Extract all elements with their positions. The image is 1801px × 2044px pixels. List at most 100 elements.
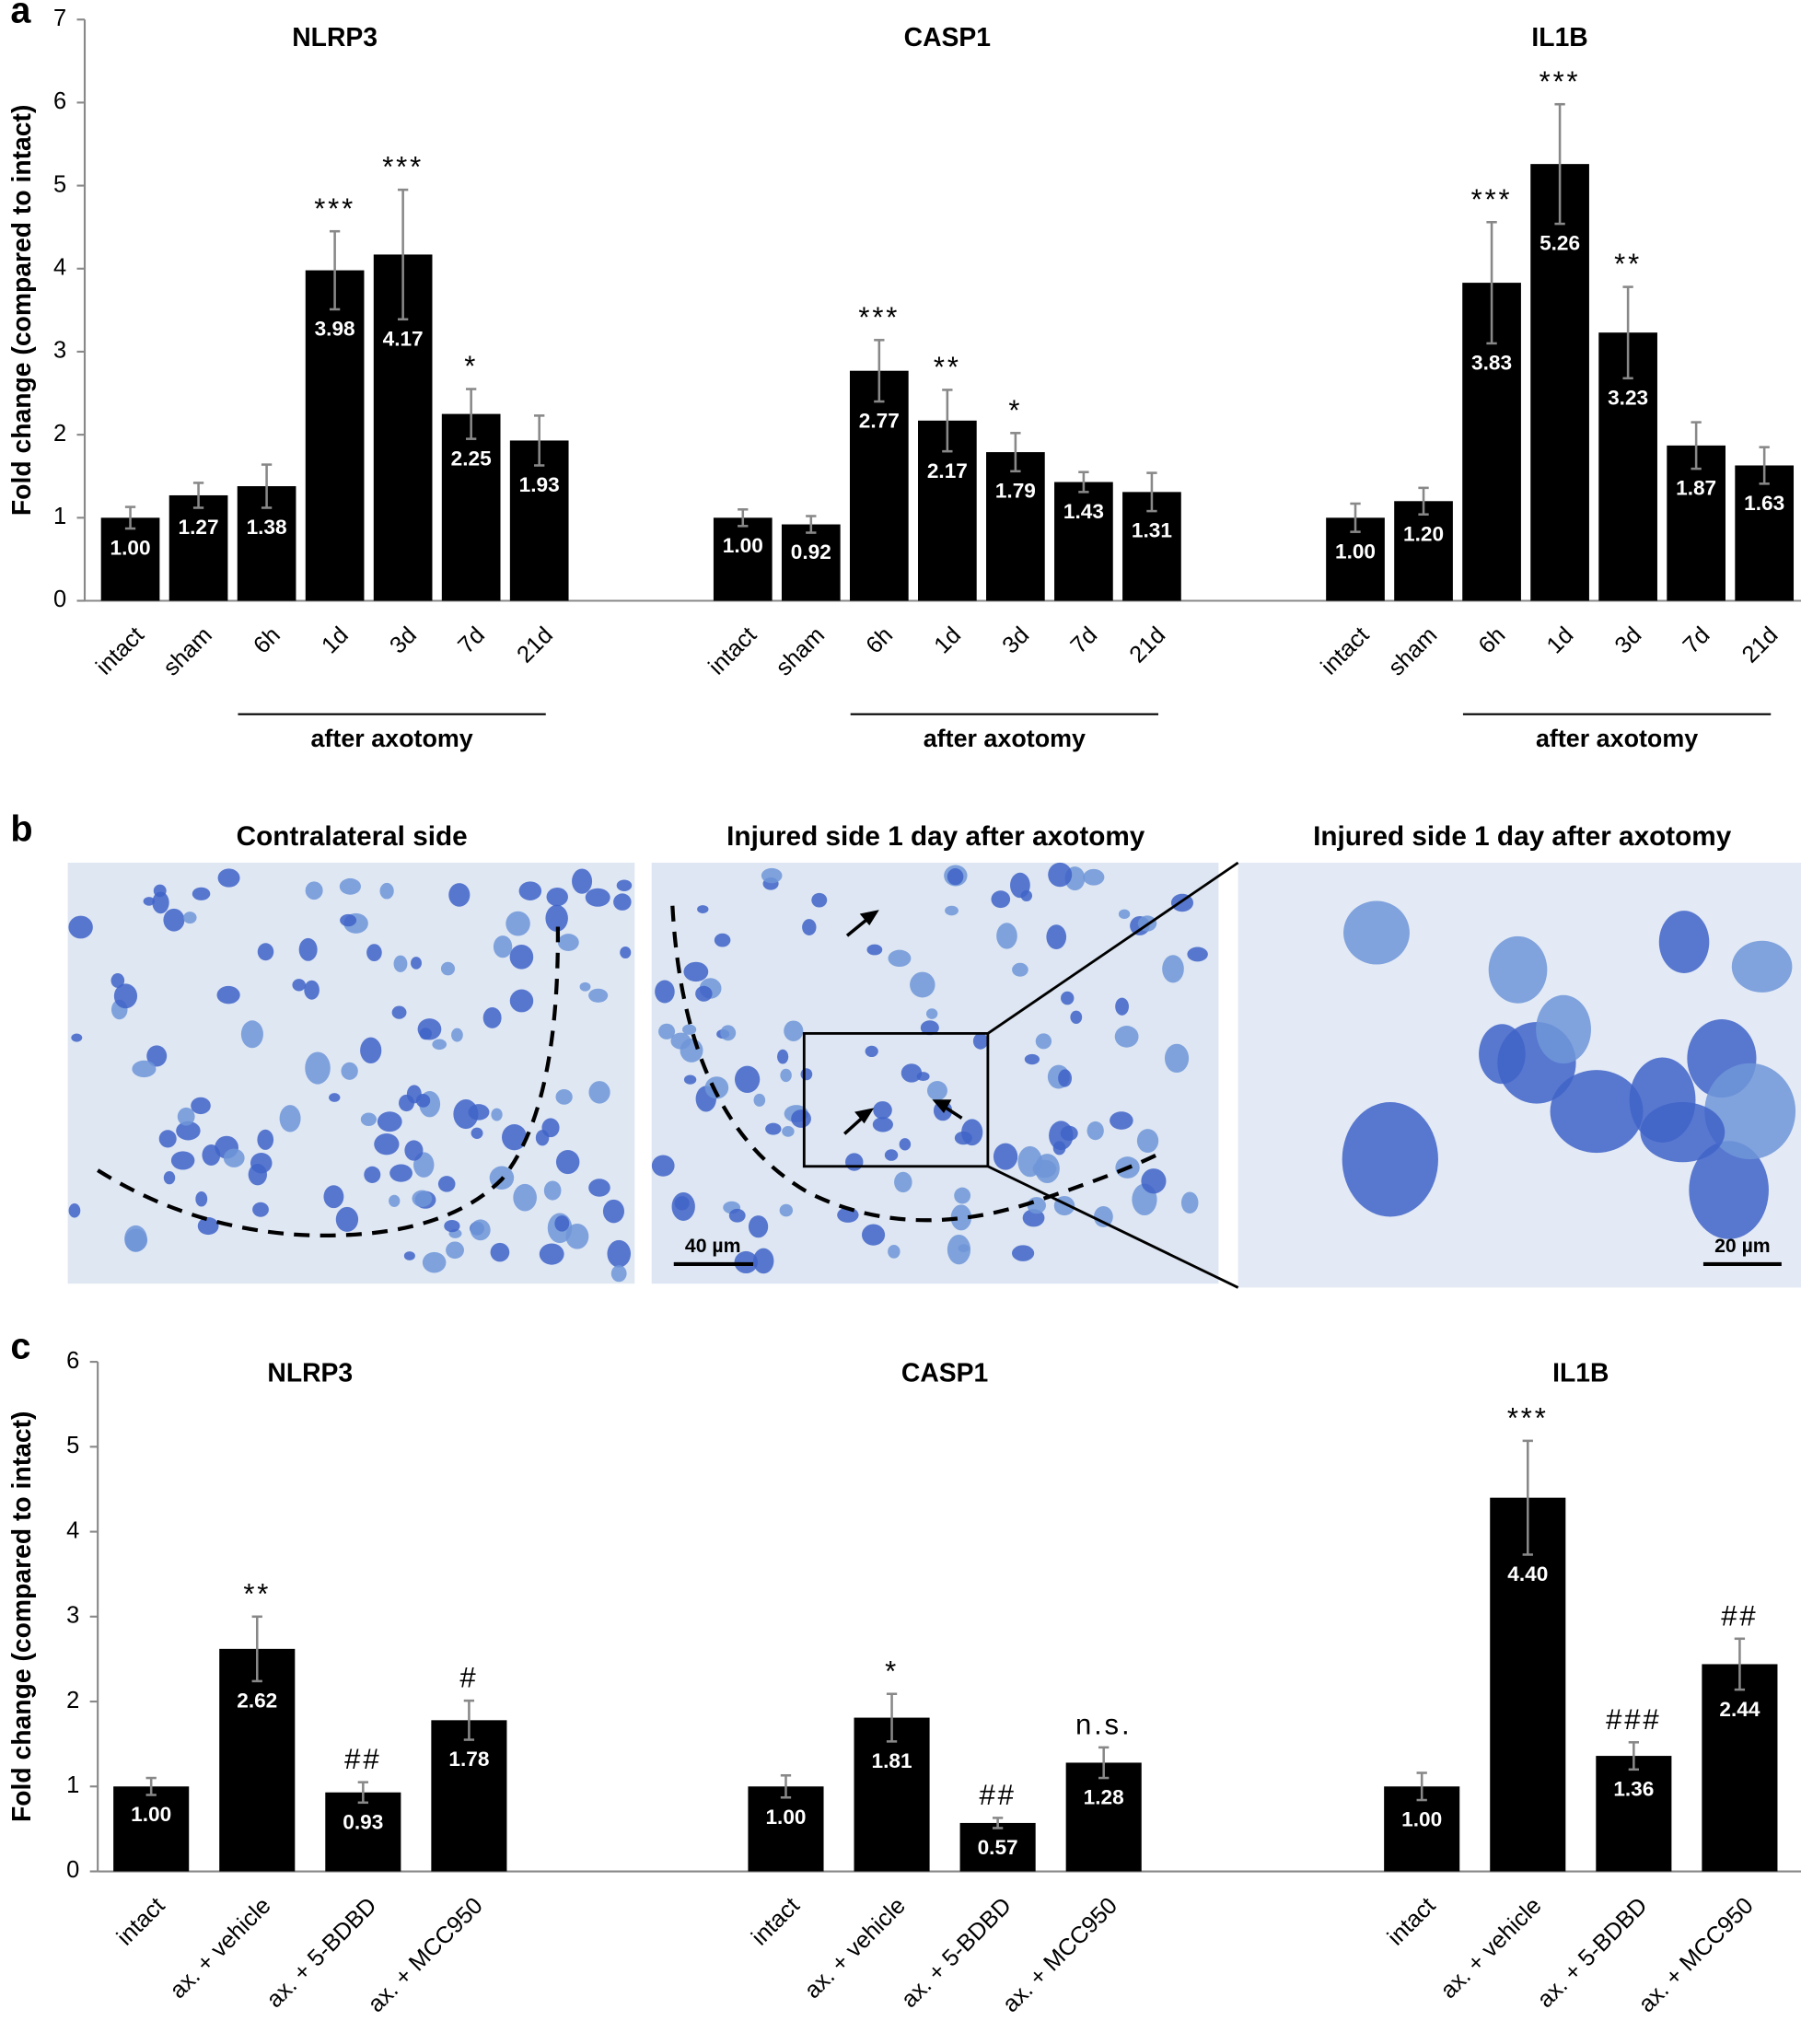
x-tick-label: ax. + MCC950 [1633, 1893, 1758, 2017]
image-title: Contralateral side [237, 821, 468, 852]
value-label: 2.25 [451, 447, 492, 470]
cell [761, 867, 783, 884]
x-tick-label: ax. + MCC950 [998, 1893, 1122, 2017]
cell [146, 1045, 168, 1067]
cell [950, 1204, 972, 1231]
value-label: 1.00 [110, 537, 151, 560]
cell [651, 1155, 675, 1177]
bar [1702, 1664, 1778, 1872]
cell [1093, 1206, 1113, 1227]
cell [1180, 1191, 1199, 1214]
y-tick-label: 2 [66, 1688, 79, 1713]
cell [782, 1126, 795, 1137]
significance: ## [344, 1743, 381, 1775]
cell [250, 1153, 273, 1174]
cell [695, 985, 713, 1002]
cell [728, 1208, 746, 1223]
cell [1162, 955, 1184, 983]
cell [415, 1093, 431, 1108]
cell [972, 1032, 989, 1050]
cell [1110, 1111, 1133, 1130]
cell [170, 1151, 195, 1170]
x-tick-label: intact [1316, 622, 1374, 680]
cell [132, 1060, 157, 1078]
cell [748, 1215, 769, 1238]
value-label: 1.00 [131, 1803, 171, 1826]
cell [784, 1020, 804, 1041]
cell [197, 1216, 219, 1236]
cell [340, 913, 357, 927]
cell [585, 888, 610, 907]
cell [1027, 1197, 1046, 1214]
cell [991, 890, 1011, 909]
cell [865, 1045, 878, 1058]
cell [68, 915, 93, 939]
x-tick-label: ax. + vehicle [165, 1893, 275, 2003]
value-label: 0.93 [343, 1810, 383, 1833]
error-bar [874, 339, 885, 403]
cell [216, 985, 240, 1005]
error-bar [992, 1817, 1004, 1829]
value-label: 0.57 [978, 1836, 1018, 1859]
significance: *** [858, 301, 900, 333]
cell [753, 1093, 766, 1107]
cell [158, 1130, 177, 1148]
bar [305, 270, 365, 601]
error-bar [1350, 502, 1361, 533]
cell [845, 1153, 864, 1171]
cell [1058, 1069, 1073, 1087]
cell [177, 1107, 195, 1126]
cell [888, 949, 912, 968]
x-tick-label: 21d [1737, 622, 1784, 668]
cell [900, 1063, 923, 1083]
cell [490, 1242, 510, 1262]
bracket-label: after axotomy [1536, 725, 1698, 752]
cell [866, 944, 883, 956]
cell [513, 1183, 537, 1212]
error-bar [261, 463, 273, 509]
cell [546, 888, 568, 907]
cell [393, 955, 408, 973]
value-label: 1.00 [1401, 1808, 1442, 1831]
cell [1187, 947, 1208, 962]
x-tick-label: 3d [997, 622, 1034, 659]
bar [748, 1786, 824, 1872]
inset-box [802, 1031, 990, 1168]
bar [1530, 164, 1589, 601]
cell [305, 1051, 331, 1085]
value-label: 0.92 [791, 540, 831, 563]
error-bar [886, 1692, 898, 1743]
cell [1020, 889, 1033, 901]
error-bar [1522, 1439, 1533, 1556]
cell [555, 1149, 580, 1175]
significance: ## [1721, 1599, 1758, 1632]
error-bar [1486, 220, 1497, 345]
cell [954, 1187, 971, 1204]
error-bar [251, 1615, 262, 1683]
x-tick-label: sham [771, 622, 830, 681]
cell [610, 1265, 627, 1283]
x-tick-label: 1d [1542, 622, 1579, 659]
cell [451, 1028, 463, 1042]
cell [565, 1223, 589, 1249]
error-bar [357, 1781, 368, 1805]
cell [257, 1129, 274, 1150]
value-label: 1.00 [1335, 540, 1376, 563]
error-bar [942, 389, 953, 453]
cell [470, 1219, 491, 1241]
error-bar [397, 188, 409, 321]
cell [682, 1024, 697, 1035]
x-tick-label: 6h [249, 622, 285, 659]
cell [411, 957, 422, 970]
error-bar [329, 229, 341, 311]
value-label: 5.26 [1540, 232, 1580, 255]
image-title: Injured side 1 day after axotomy [726, 821, 1145, 852]
bar-chart: a Fold change (compared to intact) 0 1 2 3 4 5 6… [6, 0, 1801, 752]
cell [811, 892, 828, 908]
cell [765, 1122, 782, 1135]
cell [404, 1140, 424, 1161]
cell [683, 961, 709, 982]
bracket-label: after axotomy [310, 725, 472, 752]
cell [861, 1224, 886, 1246]
cell [779, 1203, 794, 1217]
